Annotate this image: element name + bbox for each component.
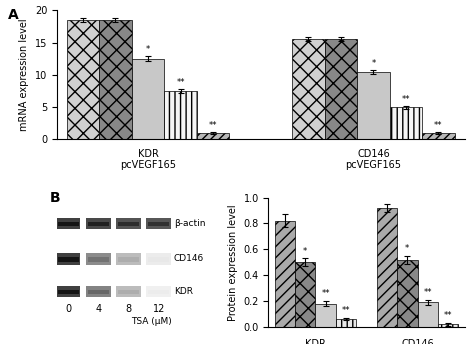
Text: *: * (405, 244, 410, 253)
Bar (118, 222, 139, 226)
Text: **: ** (434, 121, 443, 130)
Text: CD146: CD146 (401, 339, 434, 344)
Bar (132, 59, 164, 140)
Text: 0: 0 (65, 304, 71, 314)
Bar (418, 302, 438, 327)
Text: 4: 4 (95, 304, 101, 314)
Bar (274, 221, 295, 327)
Bar (88, 290, 109, 294)
Bar (164, 91, 197, 140)
Text: pcVEGF165: pcVEGF165 (346, 160, 401, 170)
Bar (295, 262, 315, 327)
Text: **: ** (342, 306, 350, 315)
Text: **: ** (321, 289, 330, 298)
Bar (56, 253, 81, 265)
Bar (148, 290, 169, 294)
Text: CD146: CD146 (357, 149, 390, 159)
Bar (56, 286, 81, 297)
Text: 8: 8 (126, 304, 132, 314)
Y-axis label: mRNA expression level: mRNA expression level (19, 19, 29, 131)
Bar (58, 257, 79, 262)
Bar (58, 290, 79, 294)
Bar (146, 218, 171, 229)
Text: B: B (49, 191, 60, 205)
Text: KDR: KDR (305, 339, 326, 344)
Text: β-actin: β-actin (174, 219, 205, 228)
Bar (118, 257, 139, 262)
Text: TSA (μM): TSA (μM) (131, 318, 172, 326)
Bar (148, 257, 169, 262)
Text: KDR: KDR (137, 149, 158, 159)
Bar (56, 218, 81, 229)
Text: **: ** (444, 311, 452, 320)
Text: A: A (8, 8, 18, 22)
Text: *: * (303, 247, 307, 256)
Text: CD146: CD146 (174, 255, 204, 264)
Bar (58, 222, 79, 226)
Text: pcVEGF165: pcVEGF165 (120, 160, 176, 170)
Bar (118, 290, 139, 294)
Text: **: ** (423, 288, 432, 297)
Bar (67, 20, 99, 140)
Bar (148, 222, 169, 226)
Bar (357, 72, 390, 140)
Bar (325, 39, 357, 140)
Bar (86, 253, 110, 265)
Bar (438, 324, 458, 327)
Text: *: * (146, 45, 150, 54)
Bar (88, 257, 109, 262)
Bar (397, 260, 418, 327)
Bar (146, 253, 171, 265)
Text: **: ** (209, 121, 218, 130)
Bar (336, 319, 356, 327)
Text: **: ** (401, 95, 410, 104)
Bar (116, 286, 141, 297)
Text: KDR: KDR (174, 287, 193, 296)
Bar (422, 133, 455, 140)
Bar (86, 286, 110, 297)
Bar (116, 253, 141, 265)
Bar (315, 303, 336, 327)
Bar (86, 218, 110, 229)
Bar (292, 39, 325, 140)
Bar (146, 286, 171, 297)
Text: 12: 12 (153, 304, 165, 314)
Bar (197, 133, 229, 140)
Bar (116, 218, 141, 229)
Text: **: ** (176, 78, 185, 87)
Y-axis label: Protein expression level: Protein expression level (228, 204, 238, 321)
Bar (99, 20, 132, 140)
Bar (377, 208, 397, 327)
Text: *: * (371, 59, 375, 68)
Bar (88, 222, 109, 226)
Bar (390, 107, 422, 140)
